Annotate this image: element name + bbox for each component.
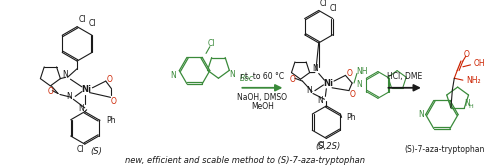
Text: O: O (346, 69, 352, 78)
Text: NaOH, DMSO: NaOH, DMSO (238, 93, 288, 102)
Text: OH: OH (474, 59, 485, 68)
Text: Cl: Cl (76, 145, 84, 154)
Text: O: O (464, 50, 469, 59)
Text: new, efficient and scable method to (S)-7-aza-tryptophan: new, efficient and scable method to (S)-… (125, 156, 365, 165)
Text: N: N (318, 96, 324, 105)
Text: H: H (468, 104, 473, 109)
Text: Ph: Ph (346, 113, 356, 122)
Text: N: N (170, 71, 176, 80)
Text: O: O (110, 97, 116, 106)
Text: r.t. to 60 °C: r.t. to 60 °C (240, 72, 284, 81)
Text: (S)-7-aza-tryptophan: (S)-7-aza-tryptophan (404, 145, 485, 154)
Text: (S): (S) (90, 147, 102, 156)
Text: N: N (306, 86, 312, 95)
Text: O: O (48, 87, 54, 96)
Text: HCl, DME: HCl, DME (387, 72, 422, 81)
Text: N: N (229, 70, 234, 79)
Text: NH: NH (356, 67, 368, 76)
Text: Cl: Cl (88, 19, 96, 28)
Text: N: N (418, 110, 424, 119)
Text: Cl: Cl (78, 15, 86, 24)
Text: N: N (356, 80, 362, 89)
Text: N: N (66, 92, 72, 101)
Text: (S,2S): (S,2S) (316, 142, 341, 152)
Text: N: N (464, 99, 470, 108)
Text: Cl: Cl (208, 39, 216, 48)
Text: O: O (349, 90, 355, 99)
Text: NH₂: NH₂ (466, 76, 481, 85)
Text: Cl: Cl (330, 4, 337, 13)
Text: MeOH: MeOH (251, 102, 274, 111)
Text: Cl: Cl (320, 0, 327, 8)
Text: N: N (78, 104, 84, 113)
Text: Ph: Ph (106, 116, 116, 125)
Text: Boc: Boc (240, 74, 254, 83)
Text: O: O (290, 75, 296, 84)
Text: Ni: Ni (82, 85, 92, 94)
Text: N: N (312, 64, 318, 73)
Text: Ni: Ni (324, 78, 334, 88)
Text: Cl: Cl (318, 141, 326, 150)
Text: O: O (106, 75, 112, 84)
Text: N: N (62, 70, 68, 79)
